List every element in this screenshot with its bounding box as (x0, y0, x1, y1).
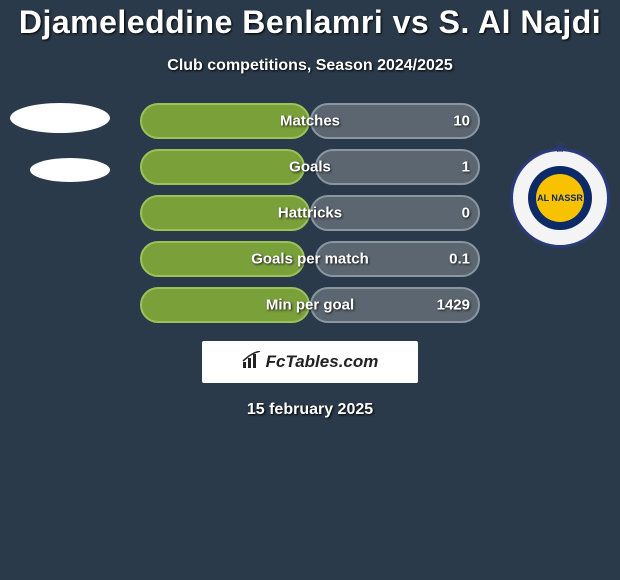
date-text: 15 february 2025 (0, 401, 620, 419)
branding-text: FcTables.com (266, 352, 379, 372)
stat-value-right: 1429 (437, 297, 470, 314)
chart-icon (242, 351, 262, 374)
stat-row: Min per goal 1429 (0, 287, 620, 323)
stat-value-right: 0.1 (449, 251, 470, 268)
stat-label: Goals per match (251, 251, 369, 268)
stat-bar-right (315, 149, 480, 185)
stat-row: Hattricks 0 (0, 195, 620, 231)
page-title: Djameleddine Benlamri vs S. Al Najdi (0, 0, 620, 41)
stat-label: Min per goal (266, 297, 354, 314)
stat-bar-left (140, 149, 305, 185)
branding-box[interactable]: FcTables.com (202, 341, 418, 383)
stat-row: Matches 10 (0, 103, 620, 139)
stat-row: Goals per match 0.1 (0, 241, 620, 277)
stat-label: Goals (289, 159, 331, 176)
stat-value-right: 1 (462, 159, 470, 176)
stat-value-right: 0 (462, 205, 470, 222)
stats-area: ♛ AL NASSR Matches10Goals1Hattricks0Goal… (0, 103, 620, 323)
stat-label: Hattricks (278, 205, 342, 222)
stat-row: Goals 1 (0, 149, 620, 185)
stat-label: Matches (280, 113, 340, 130)
stat-value-right: 10 (453, 113, 470, 130)
subtitle: Club competitions, Season 2024/2025 (0, 57, 620, 75)
